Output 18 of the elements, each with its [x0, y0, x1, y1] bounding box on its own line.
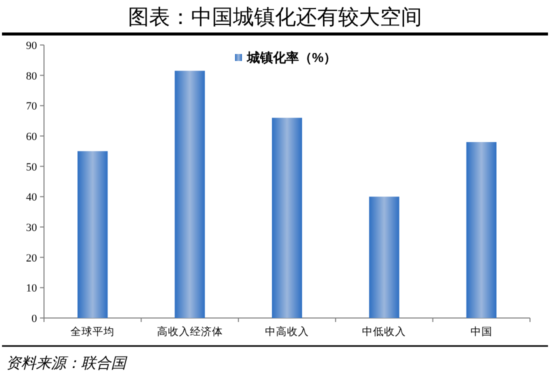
y-tick-label: 90 [26, 40, 38, 52]
x-tick-label: 中高收入 [265, 325, 309, 338]
y-tick-label: 10 [26, 282, 38, 295]
chart-title: 图表：中国城镇化还有较大空间 [128, 5, 422, 29]
x-tick-label: 高收入经济体 [156, 325, 223, 338]
y-tick-label: 60 [26, 131, 38, 143]
x-tick-label: 中低收入 [362, 325, 406, 338]
y-tick-label: 20 [26, 252, 38, 264]
y-tick-label: 0 [32, 313, 38, 325]
y-tick-label: 70 [26, 100, 38, 113]
x-tick-label: 全球平均 [70, 325, 115, 338]
y-tick-label: 50 [26, 161, 38, 174]
y-tick-label: 30 [26, 222, 38, 234]
legend-label: 城镇化率（%） [246, 50, 337, 65]
text: 资料来源：联合国 [6, 355, 128, 372]
y-tick-label: 80 [26, 70, 38, 82]
y-tick-label: 40 [26, 192, 38, 204]
x-tick-label: 中国 [470, 325, 492, 338]
